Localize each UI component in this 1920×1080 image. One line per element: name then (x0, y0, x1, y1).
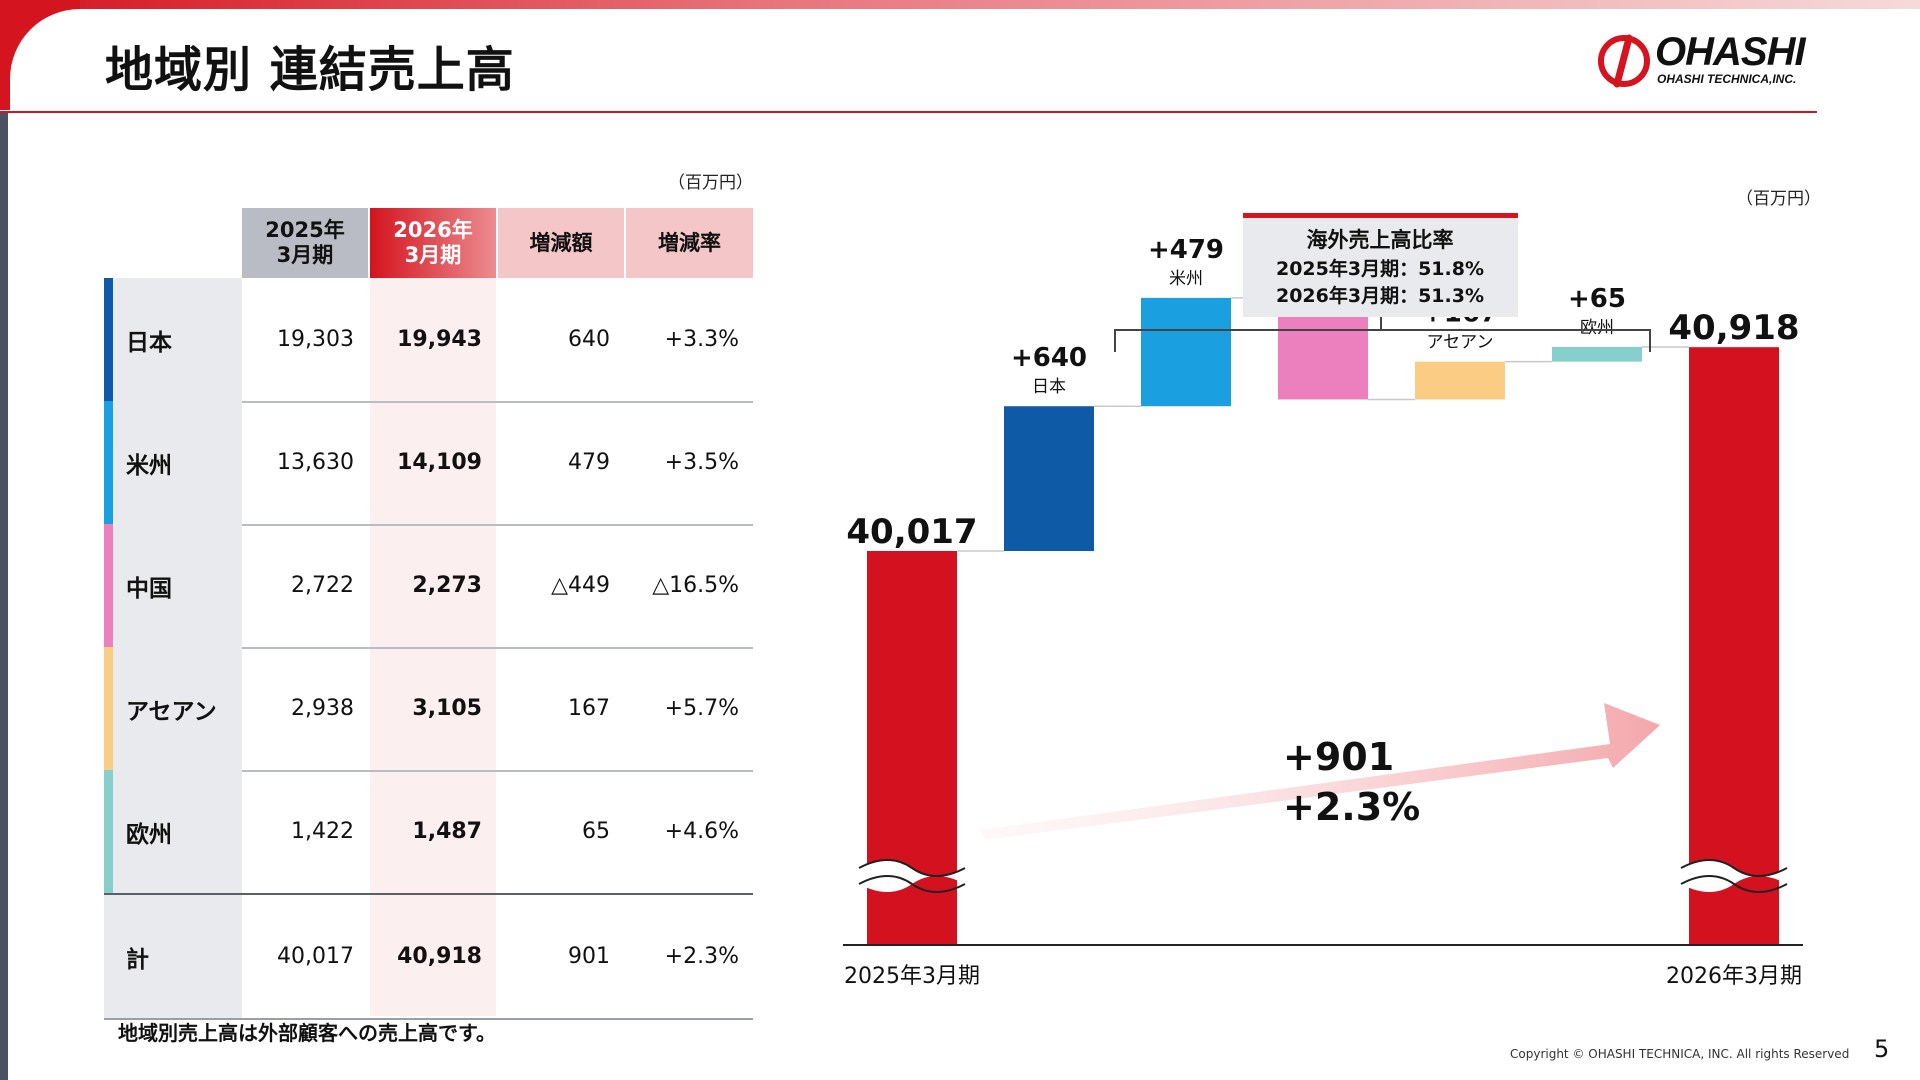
bar-step-4 (1552, 346, 1642, 362)
value-label-start: 40,017 (846, 512, 977, 552)
row-label: 欧州 (126, 821, 172, 848)
company-logo: OHASHI OHASHI TECHNICA,INC. (1595, 30, 1815, 90)
row-label: 中国 (126, 575, 172, 602)
cell-prev: 40,017 (277, 944, 354, 969)
growth-arrow (980, 703, 1660, 840)
cell-diff: 167 (568, 696, 610, 721)
overseas-ratio-box (1243, 213, 1518, 317)
cell-diff: △449 (551, 573, 610, 598)
bar-step-3 (1415, 361, 1505, 400)
table-row: 中国 2,722 2,273 △449 △16.5% (104, 524, 753, 649)
axis-break-line (858, 875, 966, 893)
page-title: 地域別 連結売上高 (105, 42, 515, 98)
row-label-cell: 欧州 (104, 770, 242, 893)
total-change-amount: +901 (1283, 735, 1394, 779)
row-label: 米州 (126, 452, 172, 479)
axis-break-0 (859, 860, 965, 892)
delta-label: +65 (1568, 284, 1626, 314)
table-row: 日本 19,303 19,943 640 +3.3% (104, 278, 753, 403)
step-name: 欧州 (1580, 318, 1614, 338)
cell-curr: 2,273 (412, 573, 482, 598)
cell-prev: 19,303 (277, 327, 354, 352)
overseas-box-line: 2026年3月期：51.3% (1276, 284, 1484, 307)
step-name: 日本 (1032, 377, 1066, 397)
overseas-box-accent (1243, 213, 1518, 218)
bar-step-1 (1141, 297, 1231, 407)
page-number: 5 (1874, 1035, 1890, 1063)
cell-curr: 14,109 (397, 450, 482, 475)
row-color-stripe (104, 647, 113, 770)
cell-curr: 40,918 (397, 944, 482, 969)
bar-step-0 (1004, 406, 1094, 551)
row-label-cell: 計 (104, 895, 242, 1018)
logo-brand: OHASHI (1655, 30, 1806, 74)
table-header-prev: 2025年 3月期 (242, 208, 368, 278)
row-color-stripe (104, 770, 113, 893)
cell-curr: 19,943 (397, 327, 482, 352)
axis-break-line (1680, 859, 1788, 877)
row-label-cell: 中国 (104, 524, 242, 647)
table-header-rate: 増減率 (626, 208, 753, 278)
cell-diff: 65 (582, 819, 610, 844)
table-row: 計 40,017 40,918 901 +2.3% (104, 893, 753, 1020)
cell-rate: +2.3% (664, 944, 739, 969)
row-color-stripe (104, 524, 113, 647)
cell-rate: △16.5% (652, 573, 739, 598)
cell-prev: 13,630 (277, 450, 354, 475)
row-label-cell: アセアン (104, 647, 242, 770)
top-accent-bar (0, 0, 1920, 9)
cell-prev: 1,422 (291, 819, 354, 844)
axis-break-line (858, 859, 966, 877)
total-change-rate: +2.3% (1283, 785, 1420, 829)
overseas-box-line: 2025年3月期：51.8% (1276, 257, 1484, 280)
cell-rate: +3.5% (664, 450, 739, 475)
cell-rate: +4.6% (664, 819, 739, 844)
overseas-bracket (1114, 317, 1651, 352)
cell-diff: 479 (568, 450, 610, 475)
x-label-start: 2025年3月期 (844, 964, 980, 989)
table-row: 米州 13,630 14,109 479 +3.5% (104, 401, 753, 526)
axis-break-line (1680, 875, 1788, 893)
table-row: アセアン 2,938 3,105 167 +5.7% (104, 647, 753, 772)
cell-rate: +3.3% (664, 327, 739, 352)
axis-break-1 (1681, 860, 1787, 892)
table-footnote: 地域別売上高は外部顧客への売上高です。 (118, 1021, 496, 1045)
delta-label: +640 (1011, 343, 1087, 373)
left-accent-bar (0, 112, 8, 1080)
row-color-stripe (104, 401, 113, 524)
row-color-stripe (104, 278, 113, 401)
cell-prev: 2,722 (291, 573, 354, 598)
table-header-diff: 増減額 (498, 208, 624, 278)
overseas-box-title: 海外売上高比率 (1307, 228, 1454, 252)
x-label-end: 2026年3月期 (1666, 964, 1802, 989)
cell-rate: +5.7% (664, 696, 739, 721)
value-label-end: 40,918 (1668, 308, 1799, 348)
copyright: Copyright © OHASHI TECHNICA, INC. All ri… (1510, 1047, 1850, 1061)
logo-mark-icon (1598, 34, 1650, 88)
delta-label: +479 (1148, 235, 1224, 265)
row-label-cell: 米州 (104, 401, 242, 524)
title-divider (0, 111, 1817, 113)
step-name: アセアン (1427, 333, 1494, 353)
row-label: 日本 (126, 329, 172, 356)
bar-end (1689, 347, 1779, 945)
row-label: アセアン (126, 698, 217, 725)
chart-unit-label: （百万円） (1736, 189, 1821, 209)
table-header-curr: 2026年 3月期 (370, 208, 496, 278)
cell-curr: 3,105 (412, 696, 482, 721)
cell-diff: 901 (568, 944, 610, 969)
cell-curr: 1,487 (412, 819, 482, 844)
table-unit-label: （百万円） (668, 173, 753, 193)
cell-prev: 2,938 (291, 696, 354, 721)
row-label: 計 (126, 946, 149, 973)
cell-diff: 640 (568, 327, 610, 352)
row-label-cell: 日本 (104, 278, 242, 401)
step-name: 米州 (1169, 269, 1203, 289)
logo-subtitle: OHASHI TECHNICA,INC. (1657, 72, 1797, 86)
